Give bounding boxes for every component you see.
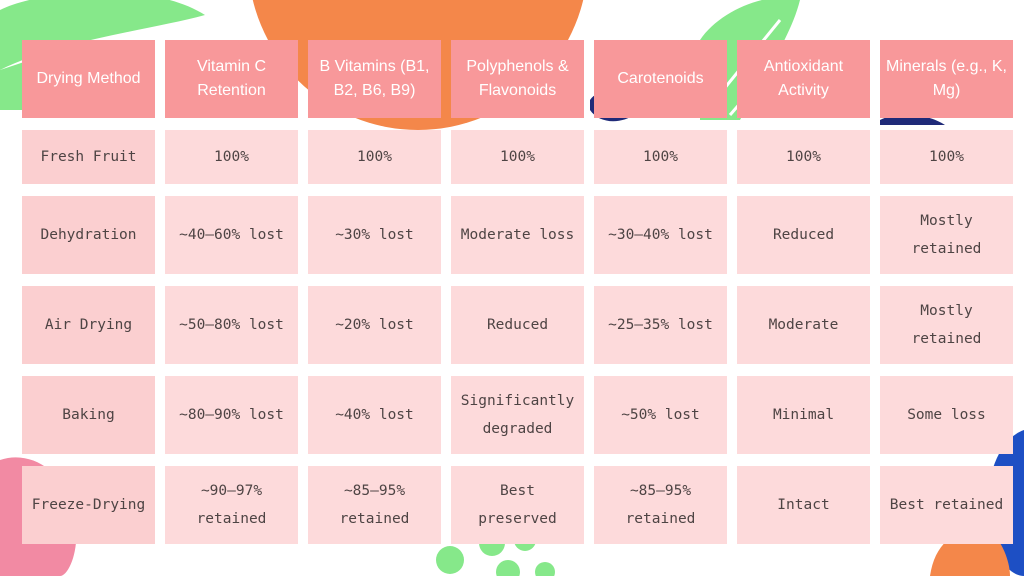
- table-cell: ~30–40% lost: [594, 196, 727, 274]
- row-label-fresh-fruit: Fresh Fruit: [22, 130, 155, 184]
- table-cell: Some loss: [880, 376, 1013, 454]
- header-b-vitamins: B Vitamins (B1, B2, B6, B9): [308, 40, 441, 118]
- table-cell: Intact: [737, 466, 870, 544]
- table-cell: Moderate: [737, 286, 870, 364]
- table-cell: ~50% lost: [594, 376, 727, 454]
- table-cell: ~20% lost: [308, 286, 441, 364]
- table-cell: Mostly retained: [880, 196, 1013, 274]
- table-cell: ~85–95% retained: [308, 466, 441, 544]
- row-label-air-drying: Air Drying: [22, 286, 155, 364]
- header-polyphenols: Polyphenols & Flavonoids: [451, 40, 584, 118]
- nutrient-retention-table: Drying Method Vitamin C Retention B Vita…: [22, 40, 1013, 544]
- header-drying-method: Drying Method: [22, 40, 155, 118]
- table-cell: 100%: [308, 130, 441, 184]
- table-cell: Reduced: [737, 196, 870, 274]
- table-cell: ~30% lost: [308, 196, 441, 274]
- table-cell: 100%: [165, 130, 298, 184]
- table-cell: ~80–90% lost: [165, 376, 298, 454]
- table-cell: 100%: [880, 130, 1013, 184]
- table-cell: Minimal: [737, 376, 870, 454]
- table-cell: ~40–60% lost: [165, 196, 298, 274]
- table-cell: Mostly retained: [880, 286, 1013, 364]
- table-cell: ~90–97% retained: [165, 466, 298, 544]
- table-cell: 100%: [737, 130, 870, 184]
- table-cell: ~25–35% lost: [594, 286, 727, 364]
- table-cell: Moderate loss: [451, 196, 584, 274]
- header-minerals: Minerals (e.g., K, Mg): [880, 40, 1013, 118]
- table-cell: 100%: [451, 130, 584, 184]
- row-label-freeze-drying: Freeze-Drying: [22, 466, 155, 544]
- header-vitamin-c: Vitamin C Retention: [165, 40, 298, 118]
- header-antioxidant: Antioxidant Activity: [737, 40, 870, 118]
- green-dot-decor: [436, 546, 464, 574]
- table-cell: 100%: [594, 130, 727, 184]
- table-cell: ~40% lost: [308, 376, 441, 454]
- table-cell: Best retained: [880, 466, 1013, 544]
- table-cell: ~50–80% lost: [165, 286, 298, 364]
- table-cell: Best preserved: [451, 466, 584, 544]
- row-label-dehydration: Dehydration: [22, 196, 155, 274]
- table-cell: ~85–95% retained: [594, 466, 727, 544]
- header-carotenoids: Carotenoids: [594, 40, 727, 118]
- table-cell: Significantly degraded: [451, 376, 584, 454]
- row-label-baking: Baking: [22, 376, 155, 454]
- table-cell: Reduced: [451, 286, 584, 364]
